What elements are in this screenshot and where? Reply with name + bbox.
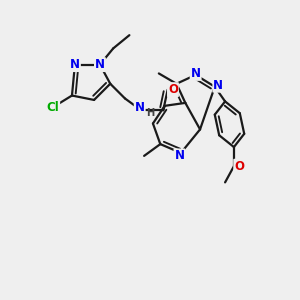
Text: H: H (146, 108, 155, 118)
Text: Cl: Cl (46, 101, 59, 114)
Text: N: N (174, 149, 184, 162)
Text: N: N (70, 58, 80, 71)
Text: O: O (168, 83, 178, 96)
Text: N: N (213, 79, 223, 92)
Text: N: N (190, 67, 201, 80)
Text: N: N (135, 101, 145, 114)
Text: N: N (95, 58, 105, 71)
Text: O: O (234, 160, 244, 173)
